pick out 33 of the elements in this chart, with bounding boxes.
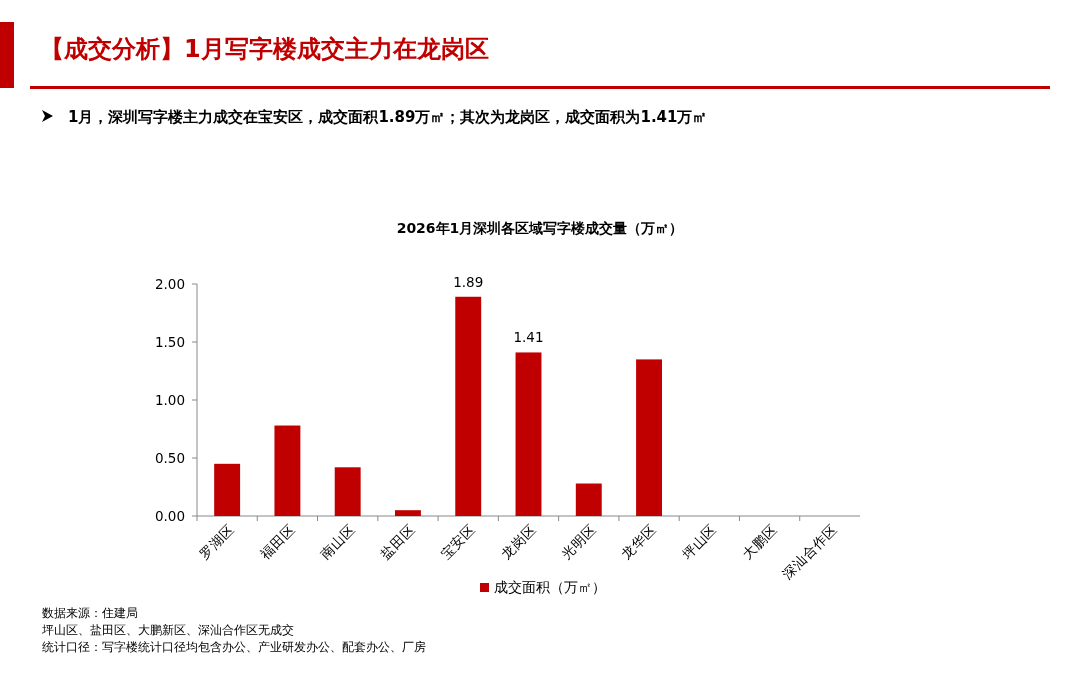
text: 统计口径：写字楼统计口径均包含办公、产业研发办公、配套办公、厂房 [42,640,426,654]
bar [214,463,241,516]
bar [575,483,602,516]
bar [515,352,542,516]
y-tick-label: 0.50 [154,450,185,466]
y-tick-label: 2.00 [154,276,185,292]
text: 2026年1月深圳各区域写字楼成交量（万㎡） [396,220,684,236]
y-tick-label: 0.00 [154,508,185,524]
bar [395,510,421,516]
x-tick-label: 盐田区 [377,520,419,562]
chart-title: 【成交分析】1月写字楼成交主力在龙岗区 [40,35,489,63]
y-tick-label: 1.00 [154,392,185,408]
chart-subtitle: 1月，深圳写字楼主力成交在宝安区，成交面积1.89万㎡；其次为龙岗区，成交面积为1.41万㎡ [68,108,708,126]
x-tick-label: 南山区 [316,520,358,562]
x-tick-label: 龙华区 [618,520,660,562]
data-label: 1.89 [453,273,484,290]
x-tick-label: 光明区 [557,520,599,562]
legend-label: 成交面积（万㎡） [494,579,606,595]
x-tick-label: 大鹏区 [738,520,780,562]
bar [636,359,662,516]
x-tick-label: 坪山区 [677,520,720,563]
x-tick-label: 福田区 [256,520,298,562]
x-tick-label: 宝安区 [437,520,479,562]
bar [334,467,361,516]
x-tick-label: 龙岗区 [497,520,539,562]
bar [455,296,482,516]
y-tick-label: 1.50 [154,334,185,350]
data-label: 1.41 [513,329,544,346]
text: 坪山区、盐田区、大鹏新区、深汕合作区无成交 [41,623,294,637]
x-tick-label: 深汕合作区 [779,520,840,582]
source-note: 数据来源：住建局 [42,606,138,620]
bar [274,425,301,516]
x-tick-label: 罗湖区 [196,520,238,562]
